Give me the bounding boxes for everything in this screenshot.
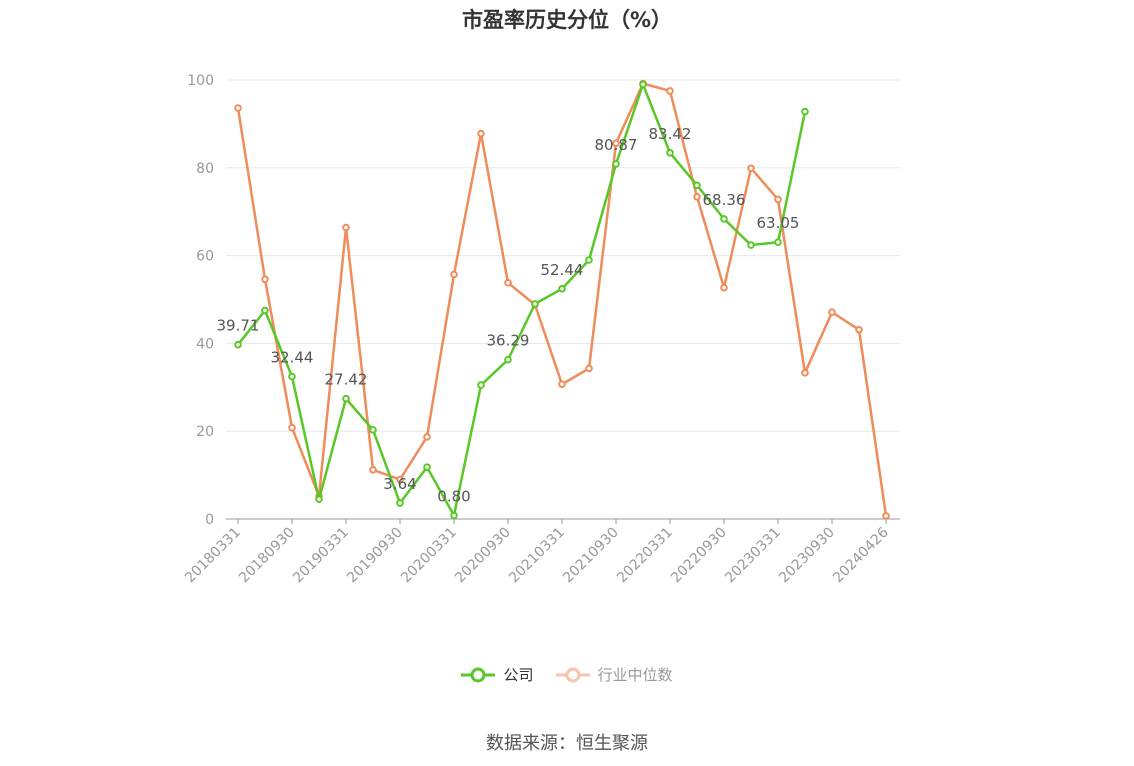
data-point-industry — [369, 466, 377, 474]
x-tick-label: 20220331 — [614, 525, 676, 587]
x-tick-label: 20210930 — [560, 525, 622, 587]
data-point-company — [693, 181, 701, 190]
data-point-industry — [612, 139, 620, 148]
data-point-industry — [666, 87, 674, 95]
legend-item-industry[interactable]: 行业中位数 — [555, 664, 673, 685]
x-tick-label: 20180930 — [236, 525, 298, 587]
x-tick-label: 20200331 — [398, 525, 460, 587]
data-point-company — [801, 107, 809, 116]
data-label-company: 3.64 — [383, 475, 416, 493]
x-tick-label: 20220930 — [668, 525, 730, 587]
data-point-company — [396, 499, 404, 507]
data-point-industry — [423, 433, 431, 441]
y-tick-label: 60 — [196, 249, 214, 265]
data-point-company — [261, 306, 269, 315]
data-label-company: 39.71 — [217, 317, 260, 335]
data-point-company — [585, 256, 593, 264]
data-label-company: 68.36 — [703, 191, 746, 209]
data-point-industry — [288, 423, 296, 432]
data-point-industry — [828, 308, 836, 317]
data-point-company — [639, 80, 647, 89]
data-point-industry — [261, 275, 269, 284]
data-point-company — [342, 394, 350, 403]
data-point-industry — [747, 164, 755, 173]
x-tick-label: 20230930 — [776, 525, 838, 587]
data-point-company — [612, 160, 620, 168]
data-point-company — [531, 300, 539, 308]
data-point-industry — [477, 129, 485, 138]
y-tick-label: 40 — [196, 336, 214, 352]
data-point-industry — [693, 192, 701, 201]
x-tick-label: 20190930 — [344, 525, 406, 587]
axes: 0 20 40 60 80 100 2018033120180930201903312019… — [182, 73, 900, 586]
legend-label-industry: 行业中位数 — [597, 666, 673, 684]
data-point-company — [720, 215, 728, 223]
data-label-company: 0.80 — [437, 487, 470, 505]
x-tick-label: 20200930 — [452, 525, 514, 587]
data-point-company — [747, 241, 755, 249]
data-label-company: 63.05 — [757, 214, 800, 232]
legend-label-company: 公司 — [503, 666, 534, 684]
legend: 公司 行业中位数 — [0, 664, 1134, 685]
data-point-industry — [234, 104, 242, 112]
legend-item-company[interactable]: 公司 — [461, 664, 534, 685]
legend-company-line-circle-icon — [461, 667, 496, 682]
x-tick-label: 20180331 — [182, 525, 244, 587]
source-note: 数据来源：恒生聚源 — [486, 733, 648, 754]
data-point-industry — [720, 283, 728, 292]
data-point-company — [477, 381, 485, 389]
x-tick-label: 20210331 — [506, 525, 568, 587]
data-label-company: 52.44 — [541, 261, 584, 279]
data-point-company — [315, 495, 323, 504]
data-label-company: 83.42 — [649, 125, 692, 143]
x-tick-label: 20190331 — [290, 525, 352, 587]
data-label-company: 80.87 — [595, 136, 638, 154]
y-tick-label: 100 — [187, 73, 214, 89]
data-point-company — [774, 238, 782, 247]
data-point-company — [288, 372, 296, 381]
data-point-industry — [396, 475, 404, 484]
x-tick-label: 20230331 — [722, 525, 784, 587]
data-point-industry — [855, 325, 863, 334]
legend-industry-line-circle-icon — [555, 667, 590, 682]
chart-title: 市盈率历史分位（%） — [461, 8, 673, 32]
y-tick-label: 80 — [196, 161, 214, 177]
data-point-industry — [504, 279, 512, 287]
data-label-company: 27.42 — [325, 371, 368, 389]
data-point-industry — [774, 195, 782, 204]
data-point-company — [558, 284, 566, 293]
data-label-company: 32.44 — [271, 349, 314, 367]
data-label-company: 36.29 — [487, 332, 530, 350]
data-labels: 39.71 32.44 27.42 3.64 0.80 36.29 52.44 80.87 83… — [217, 125, 800, 506]
data-point-company — [504, 355, 512, 364]
data-point-company — [666, 148, 674, 157]
series-lines — [234, 79, 890, 520]
data-point-company — [234, 340, 242, 349]
data-point-company — [450, 511, 458, 520]
data-point-industry — [801, 369, 809, 377]
data-point-industry — [882, 512, 890, 520]
data-point-company — [423, 463, 431, 471]
data-point-industry — [450, 270, 458, 279]
data-point-industry — [585, 364, 593, 373]
data-point-industry — [558, 380, 566, 389]
y-tick-label: 0 — [205, 512, 214, 528]
data-point-company — [369, 426, 377, 434]
y-tick-label: 20 — [196, 424, 214, 440]
series-line-industry — [236, 82, 888, 517]
series-line-company — [237, 83, 807, 517]
x-tick-label: 20240426 — [830, 524, 892, 586]
data-point-industry — [342, 223, 350, 232]
